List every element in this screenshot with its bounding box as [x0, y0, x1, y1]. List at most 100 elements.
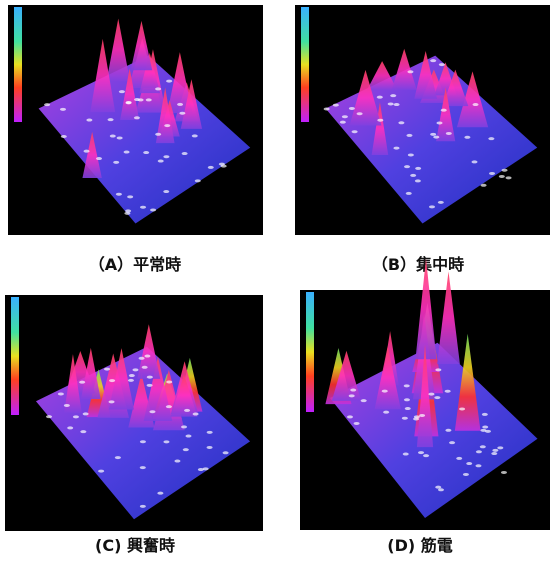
- highlight: [125, 209, 131, 212]
- highlight: [415, 167, 421, 170]
- highlight: [140, 466, 146, 469]
- highlight: [402, 417, 408, 420]
- highlight: [208, 166, 214, 169]
- highlight: [67, 426, 73, 429]
- caption: （A）平常時: [89, 255, 181, 274]
- highlight: [445, 429, 451, 432]
- highlight: [324, 107, 330, 110]
- highlight: [403, 453, 409, 456]
- highlight: [155, 87, 161, 90]
- highlight: [134, 98, 140, 101]
- highlight: [109, 400, 115, 403]
- surface-plot: [300, 259, 550, 530]
- highlight: [139, 357, 145, 360]
- highlight: [404, 165, 410, 168]
- surface-plot: [295, 5, 550, 235]
- highlight: [506, 176, 512, 179]
- highlight: [357, 112, 363, 115]
- highlight: [352, 130, 358, 133]
- highlight: [456, 457, 462, 460]
- highlight: [437, 121, 443, 124]
- highlight: [429, 205, 435, 208]
- highlight: [108, 118, 114, 121]
- highlight: [475, 464, 481, 467]
- highlight: [349, 107, 355, 110]
- highlight: [473, 103, 479, 106]
- highlight: [482, 413, 488, 416]
- highlight: [109, 379, 115, 382]
- highlight: [117, 136, 123, 139]
- highlight: [406, 134, 412, 137]
- highlight: [140, 206, 146, 209]
- caption: (C) 興奮時: [95, 536, 175, 555]
- highlight: [342, 115, 348, 118]
- highlight: [164, 124, 170, 127]
- highlight: [489, 172, 495, 175]
- highlight: [83, 412, 89, 415]
- highlight: [404, 384, 410, 387]
- highlight: [221, 165, 227, 168]
- highlight: [129, 374, 135, 377]
- highlight: [464, 136, 470, 139]
- highlight: [179, 112, 185, 115]
- highlight: [407, 70, 413, 73]
- highlight: [119, 90, 125, 93]
- highlight: [404, 398, 410, 401]
- highlight: [414, 415, 420, 418]
- highlight: [64, 404, 70, 407]
- highlight: [350, 389, 356, 392]
- highlight: [163, 190, 169, 193]
- highlight: [158, 160, 164, 163]
- highlight: [150, 208, 156, 211]
- highlight: [58, 392, 64, 395]
- highlight: [140, 440, 146, 443]
- highlight: [96, 157, 102, 160]
- highlight: [174, 460, 180, 463]
- highlight: [382, 390, 388, 393]
- highlight: [44, 103, 50, 106]
- highlight: [128, 379, 134, 382]
- highlight: [476, 450, 482, 453]
- highlight: [405, 407, 411, 410]
- highlight: [472, 160, 478, 163]
- highlight: [480, 429, 486, 432]
- highlight: [415, 179, 421, 182]
- highlight: [79, 381, 85, 384]
- highlight: [126, 101, 132, 104]
- highlight: [192, 134, 198, 137]
- highlight: [147, 384, 153, 387]
- highlight: [441, 109, 447, 112]
- highlight: [459, 407, 465, 410]
- highlight: [181, 425, 187, 428]
- highlight: [388, 102, 394, 105]
- caption: (D) 筋電: [387, 536, 452, 555]
- highlight: [116, 193, 122, 196]
- surface-plot: [8, 5, 263, 235]
- highlight: [124, 151, 130, 154]
- highlight: [182, 152, 188, 155]
- highlight: [223, 451, 229, 454]
- highlight: [203, 467, 209, 470]
- highlight: [406, 192, 412, 195]
- highlight: [163, 440, 169, 443]
- highlight: [497, 446, 503, 449]
- color-bar: [14, 7, 22, 122]
- highlight: [144, 355, 150, 358]
- highlight: [155, 133, 161, 136]
- highlight: [418, 451, 424, 454]
- highlight: [127, 195, 133, 198]
- highlight: [113, 161, 119, 164]
- highlight: [142, 366, 148, 369]
- highlight: [501, 471, 507, 474]
- highlight: [143, 151, 149, 154]
- highlight: [377, 119, 383, 122]
- color-bar: [306, 292, 314, 412]
- highlight: [132, 368, 138, 371]
- highlight: [177, 103, 183, 106]
- highlight: [435, 368, 441, 371]
- figure: （A）平常時 （B）集中時 (C) 興奮時 (D) 筋電: [0, 0, 550, 570]
- highlight: [394, 103, 400, 106]
- highlight: [492, 449, 498, 452]
- color-bar: [11, 297, 19, 415]
- highlight: [393, 147, 399, 150]
